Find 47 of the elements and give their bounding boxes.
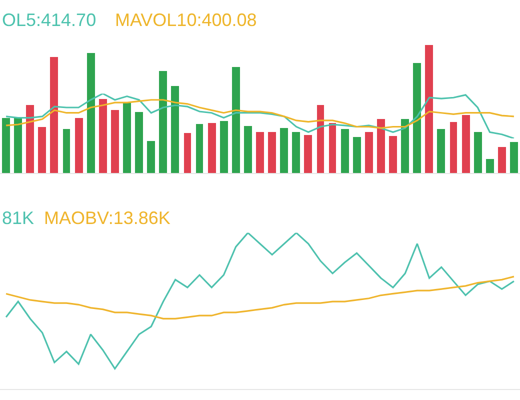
bar — [14, 118, 22, 173]
text: 81K — [2, 208, 34, 228]
bar — [220, 121, 228, 173]
text: OL5:414.70 — [2, 10, 96, 30]
text: MAOBV:13.86K — [44, 208, 170, 228]
bar — [292, 132, 300, 173]
bar — [75, 118, 83, 173]
bar — [365, 132, 373, 173]
bar — [425, 45, 433, 173]
bar — [147, 141, 155, 173]
bar — [184, 133, 191, 173]
bar — [38, 127, 46, 173]
bar — [2, 118, 10, 173]
bar — [510, 142, 518, 173]
bar — [377, 119, 385, 173]
bar — [50, 57, 58, 173]
bar — [87, 53, 95, 173]
bar — [159, 71, 167, 173]
bar — [413, 63, 421, 173]
bar — [280, 128, 288, 173]
text: MAVOL10:400.08 — [115, 10, 257, 30]
bar — [341, 129, 349, 173]
bar — [401, 119, 409, 173]
bar — [437, 129, 445, 173]
bar — [304, 135, 312, 173]
bar — [498, 147, 506, 173]
bar — [111, 110, 119, 173]
bar — [244, 126, 252, 173]
bar — [232, 67, 240, 173]
bar — [196, 124, 203, 173]
bar — [171, 86, 179, 173]
bar — [63, 129, 70, 173]
bar — [353, 137, 361, 173]
bar — [486, 159, 494, 173]
bar — [268, 132, 276, 173]
bar — [208, 123, 216, 173]
bar — [389, 136, 397, 173]
bar — [329, 123, 336, 173]
bar — [26, 105, 34, 173]
bar — [123, 103, 131, 173]
bar — [99, 99, 107, 173]
bar — [474, 132, 482, 173]
bar — [317, 105, 324, 173]
bar — [135, 112, 143, 173]
bar — [462, 115, 470, 173]
bar — [450, 122, 457, 173]
bar — [256, 132, 264, 173]
